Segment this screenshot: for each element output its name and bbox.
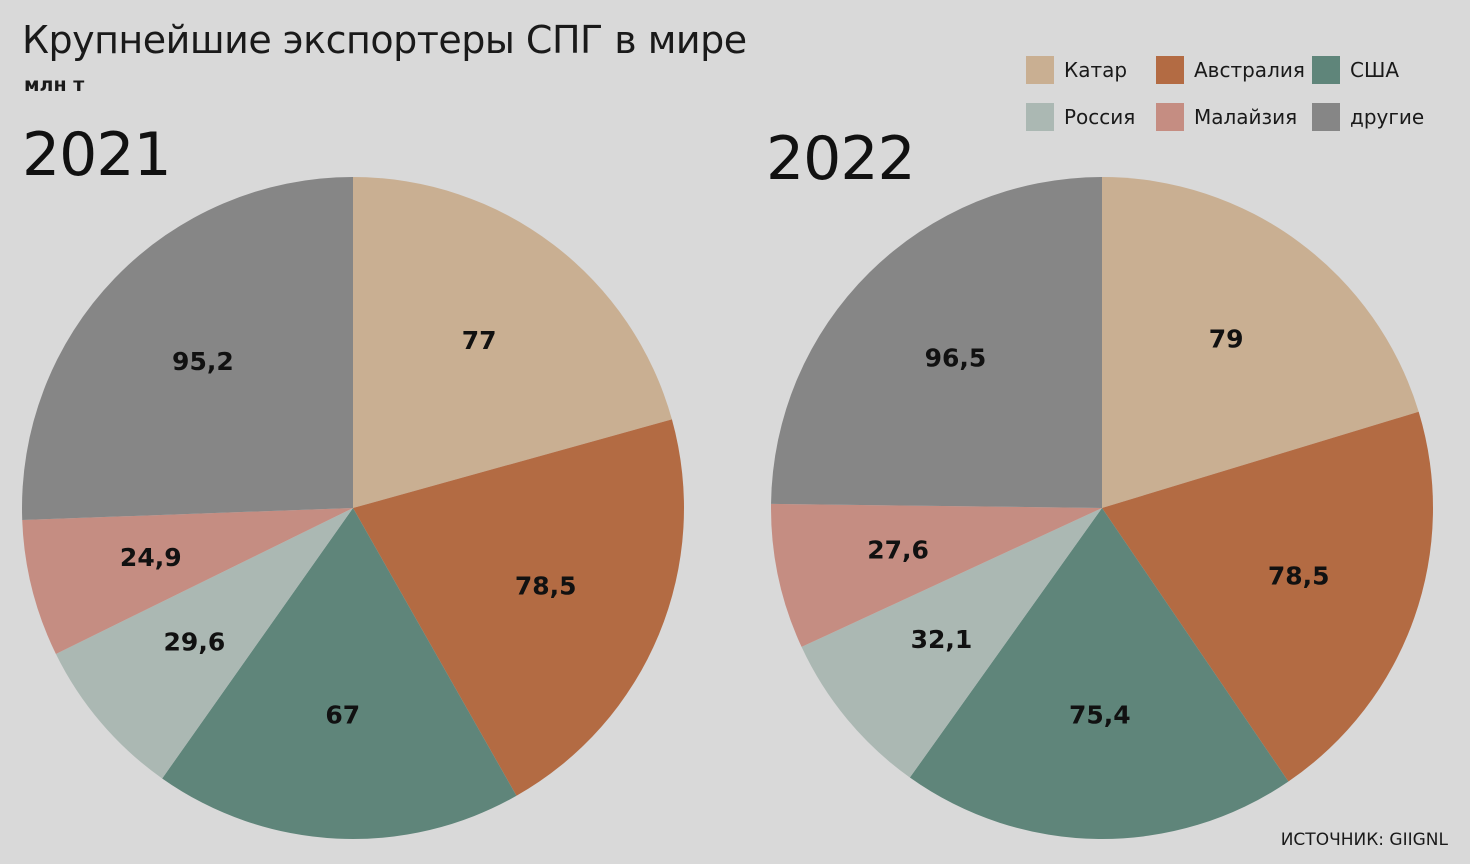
legend-label-usa: США	[1350, 58, 1400, 82]
data-label-2021-usa: 67	[325, 700, 360, 729]
legend-item-malaysia: Малайзия	[1156, 103, 1312, 131]
data-label-2022-malaysia: 27,6	[867, 536, 929, 565]
legend-swatch-other	[1312, 103, 1340, 131]
data-label-2022-other: 96,5	[925, 344, 987, 373]
data-label-2021-qatar: 77	[462, 326, 497, 355]
legend-item-australia: Австралия	[1156, 56, 1312, 84]
legend-label-russia: Россия	[1064, 105, 1136, 129]
data-label-2022-usa: 75,4	[1069, 701, 1131, 730]
legend-label-australia: Австралия	[1194, 58, 1305, 82]
pie-slice-2021-usa	[162, 508, 517, 839]
pie-slice-2022-other	[771, 177, 1102, 508]
legend-label-other: другие	[1350, 105, 1425, 129]
legend-swatch-russia	[1026, 103, 1054, 131]
pie-slice-2022-qatar	[1102, 177, 1419, 508]
data-label-2021-russia: 29,6	[164, 627, 226, 656]
legend-swatch-malaysia	[1156, 103, 1184, 131]
pie-slice-2021-russia	[55, 508, 354, 779]
pie-slice-2021-other	[22, 177, 353, 521]
pie-slice-2022-australia	[1102, 411, 1433, 782]
pie-slice-2022-usa	[909, 508, 1289, 839]
pie-chart-2022: 79 78,5 75,4 32,1 27,6 96,5	[771, 177, 1433, 839]
pie-slice-2021-malaysia	[22, 508, 354, 654]
unit-label: млн т	[24, 74, 85, 96]
pie-slice-2021-qatar	[353, 177, 672, 508]
source-note: ИСТОЧНИК: GIIGNL	[1280, 830, 1448, 850]
legend-swatch-usa	[1312, 56, 1340, 84]
data-label-2021-malaysia: 24,9	[120, 543, 182, 572]
legend-swatch-australia	[1156, 56, 1184, 84]
legend-swatch-qatar	[1026, 56, 1054, 84]
pie-slice-2022-russia	[801, 508, 1102, 778]
year-2021-label: 2021	[22, 120, 172, 190]
data-label-2021-other: 95,2	[172, 347, 234, 376]
legend-item-russia: Россия	[1026, 103, 1156, 131]
legend-item-usa: США	[1312, 56, 1432, 84]
year-2022-label: 2022	[766, 124, 916, 194]
pie-chart-2021: 77 78,5 67 29,6 24,9 95,2	[22, 177, 685, 839]
pie-slice-2022-malaysia	[771, 503, 1102, 647]
legend-label-qatar: Катар	[1064, 58, 1128, 82]
legend-item-other: другие	[1312, 103, 1432, 131]
data-label-2021-australia: 78,5	[515, 572, 577, 601]
legend-label-malaysia: Малайзия	[1194, 105, 1298, 129]
legend: Катар Австралия США Россия Малайзия друг…	[1026, 56, 1432, 131]
chart-title: Крупнейшие экспортеры СПГ в мире	[22, 18, 747, 62]
data-label-2022-russia: 32,1	[911, 625, 973, 654]
legend-item-qatar: Катар	[1026, 56, 1156, 84]
data-label-2022-australia: 78,5	[1268, 561, 1330, 590]
pie-slice-2021-australia	[353, 419, 685, 796]
data-label-2022-qatar: 79	[1209, 324, 1244, 353]
